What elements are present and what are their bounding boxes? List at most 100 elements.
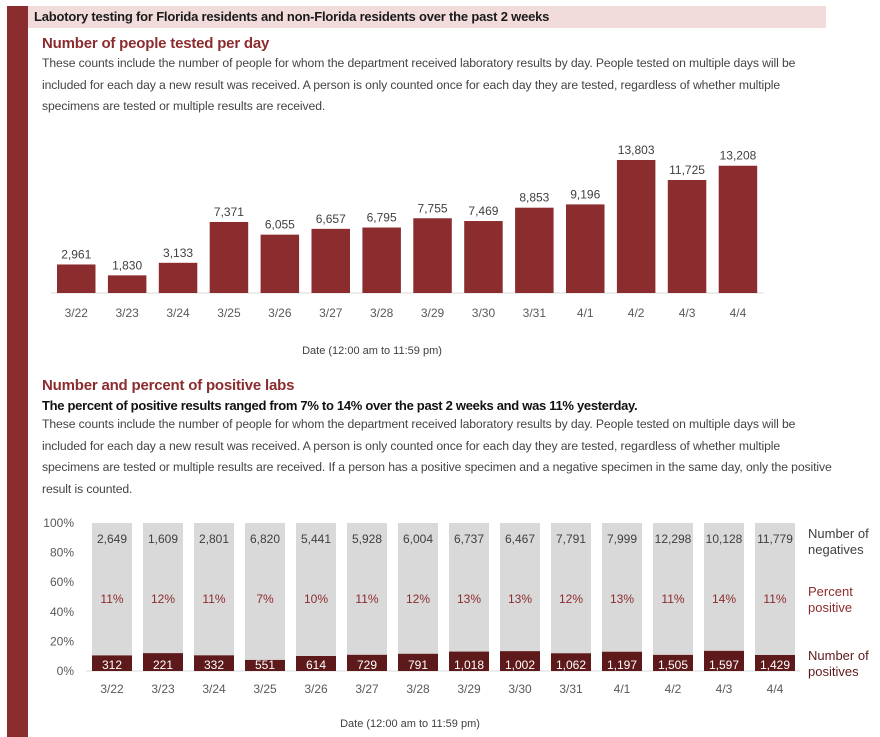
x-tick-label: 3/25 [217,306,241,320]
x-tick-label: 3/28 [406,682,430,696]
bar-value-label: 2,961 [61,247,91,261]
bar-3-22 [57,264,96,293]
x-tick-label: 3/26 [304,682,328,696]
bar-value-label: 7,755 [418,201,448,215]
x-tick-label: 4/1 [614,682,631,696]
percent-positive-label: 14% [712,592,736,606]
bar-3-30 [464,221,503,293]
negatives-value-label: 5,441 [301,532,331,546]
x-tick-label: 3/29 [421,306,445,320]
x-tick-label: 3/23 [115,306,139,320]
positive-labs-title: Number and percent of positive labs [42,377,295,394]
negatives-value-label: 5,928 [352,532,382,546]
negatives-value-label: 6,820 [250,532,280,546]
tested-per-day-title: Number of people tested per day [42,35,270,52]
percent-positive-label: 13% [457,592,481,606]
bar-3-26 [260,234,300,293]
positives-value-label: 791 [408,658,428,672]
bar-3-23 [107,275,147,293]
x-tick-label: 3/23 [151,682,175,696]
bar-3-27 [311,228,350,293]
negatives-value-label: 6,467 [505,532,535,546]
negatives-value-label: 2,801 [199,532,229,546]
positives-segment-3-28 [398,653,438,671]
positive-labs-description: These counts include the number of peopl… [42,417,832,496]
x-tick-label: 4/3 [679,306,696,320]
positives-value-label: 1,002 [505,658,535,672]
positives-value-label: 551 [255,658,275,672]
negatives-segment-3-30 [500,523,540,652]
positives-value-label: 221 [153,658,173,672]
y-tick-label: 100% [43,516,74,530]
negatives-segment-3-23 [143,523,183,654]
positives-segment-3-24 [194,655,234,671]
negatives-value-label: 11,779 [757,532,793,546]
bar-4-1 [566,204,605,293]
negatives-value-label: 6,004 [403,532,433,546]
page-title: Labotory testing for Florida residents a… [34,9,550,24]
x-tick-label: 3/24 [166,306,190,320]
x-axis-title: Date (12:00 am to 11:59 pm) [340,718,480,730]
x-tick-label: 4/4 [767,682,784,696]
x-tick-label: 3/22 [65,306,89,320]
percent-positive-label: 13% [610,592,634,606]
x-tick-label: 3/27 [355,682,379,696]
bar-4-2 [616,160,656,293]
negatives-segment-3-24 [194,523,234,656]
positives-value-label: 1,197 [607,658,637,672]
x-tick-label: 4/2 [665,682,682,696]
x-tick-label: 3/24 [202,682,226,696]
positives-segment-3-30 [500,651,540,671]
negatives-segment-4-4 [755,523,795,655]
percent-positive-label: 11% [100,592,123,606]
positives-value-label: 1,429 [760,658,790,672]
bar-value-label: 6,055 [265,218,295,232]
x-axis-title: Date (12:00 am to 11:59 pm) [302,345,442,357]
bar-3-28 [362,227,401,293]
positives-value-label: 1,018 [454,658,484,672]
negatives-segment-3-25 [245,523,285,660]
y-tick-label: 20% [50,634,74,648]
legend-positives-line2: positives [808,664,859,679]
bar-value-label: 9,196 [570,187,600,201]
negatives-value-label: 2,649 [97,532,127,546]
bar-4-4 [718,165,758,293]
negatives-segment-3-28 [398,523,438,654]
percent-positive-label: 11% [661,592,684,606]
positives-value-label: 312 [102,658,122,672]
negatives-segment-3-26 [296,523,336,656]
bar-value-label: 11,725 [669,163,705,177]
y-tick-label: 60% [50,575,74,589]
bar-value-label: 13,803 [618,143,655,157]
positives-value-label: 729 [357,658,377,672]
negatives-segment-3-27 [347,523,387,655]
x-tick-label: 3/26 [268,306,292,320]
legend-positives-line1: Number of [808,648,869,663]
bar-value-label: 6,795 [367,211,397,225]
x-tick-label: 4/1 [577,306,594,320]
negatives-value-label: 10,128 [706,532,743,546]
negatives-segment-3-29 [449,523,489,652]
bar-value-label: 6,657 [316,212,346,226]
bar-value-label: 7,469 [468,204,498,218]
bar-value-label: 1,830 [112,258,142,272]
percent-positive-label: 12% [559,592,583,606]
positives-segment-4-4 [755,654,795,671]
negatives-segment-4-3 [704,523,744,651]
header-band [28,6,826,28]
bar-value-label: 3,133 [163,246,193,260]
positives-segment-3-25 [245,659,285,671]
x-tick-label: 4/4 [730,306,747,320]
legend-percent-positive-line1: Percent [808,584,853,599]
percent-positive-label: 11% [763,592,786,606]
positives-segment-3-29 [449,651,489,671]
percent-positive-label: 11% [355,592,378,606]
legend-negatives-line1: Number of [808,526,869,541]
legend-percent-positive-line2: positive [808,600,852,615]
percent-positive-label: 12% [406,592,430,606]
positives-value-label: 1,062 [556,658,586,672]
y-tick-label: 40% [50,605,74,619]
positives-value-label: 1,597 [709,658,739,672]
